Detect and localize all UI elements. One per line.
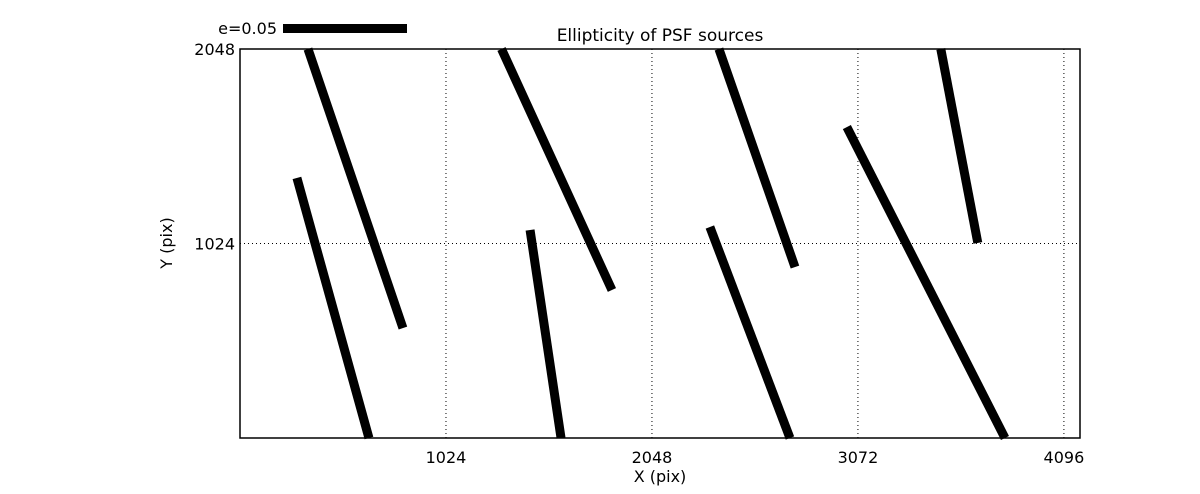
psf-whisker [714,47,800,269]
x-tick-label: 2048 [632,448,673,467]
chart-title: Ellipticity of PSF sources [557,26,764,46]
y-tick-label: 2048 [194,40,235,59]
psf-whisker [292,176,374,440]
x-axis-label: X (pix) [634,467,687,486]
psf-whisker [705,225,795,440]
grid-layer [240,49,1080,438]
legend-bar [283,24,407,33]
psf-whisker [936,48,983,244]
psf-whisker [303,47,408,330]
whisker-layer [292,47,1009,441]
psf-whisker [525,229,566,439]
legend-label: e=0.05 [218,19,277,38]
y-axis-label: Y (pix) [157,217,176,269]
x-tick-label: 1024 [426,448,467,467]
psf-whisker [497,47,617,292]
x-tick-label: 4096 [1044,448,1085,467]
x-tick-label: 3072 [838,448,879,467]
psf-whisker [842,125,1009,441]
y-tick-label: 1024 [194,235,235,254]
axes-frame [239,48,1081,439]
tick-label-layer: 1024 2048 3072 4096 1024 2048 [194,40,1084,467]
